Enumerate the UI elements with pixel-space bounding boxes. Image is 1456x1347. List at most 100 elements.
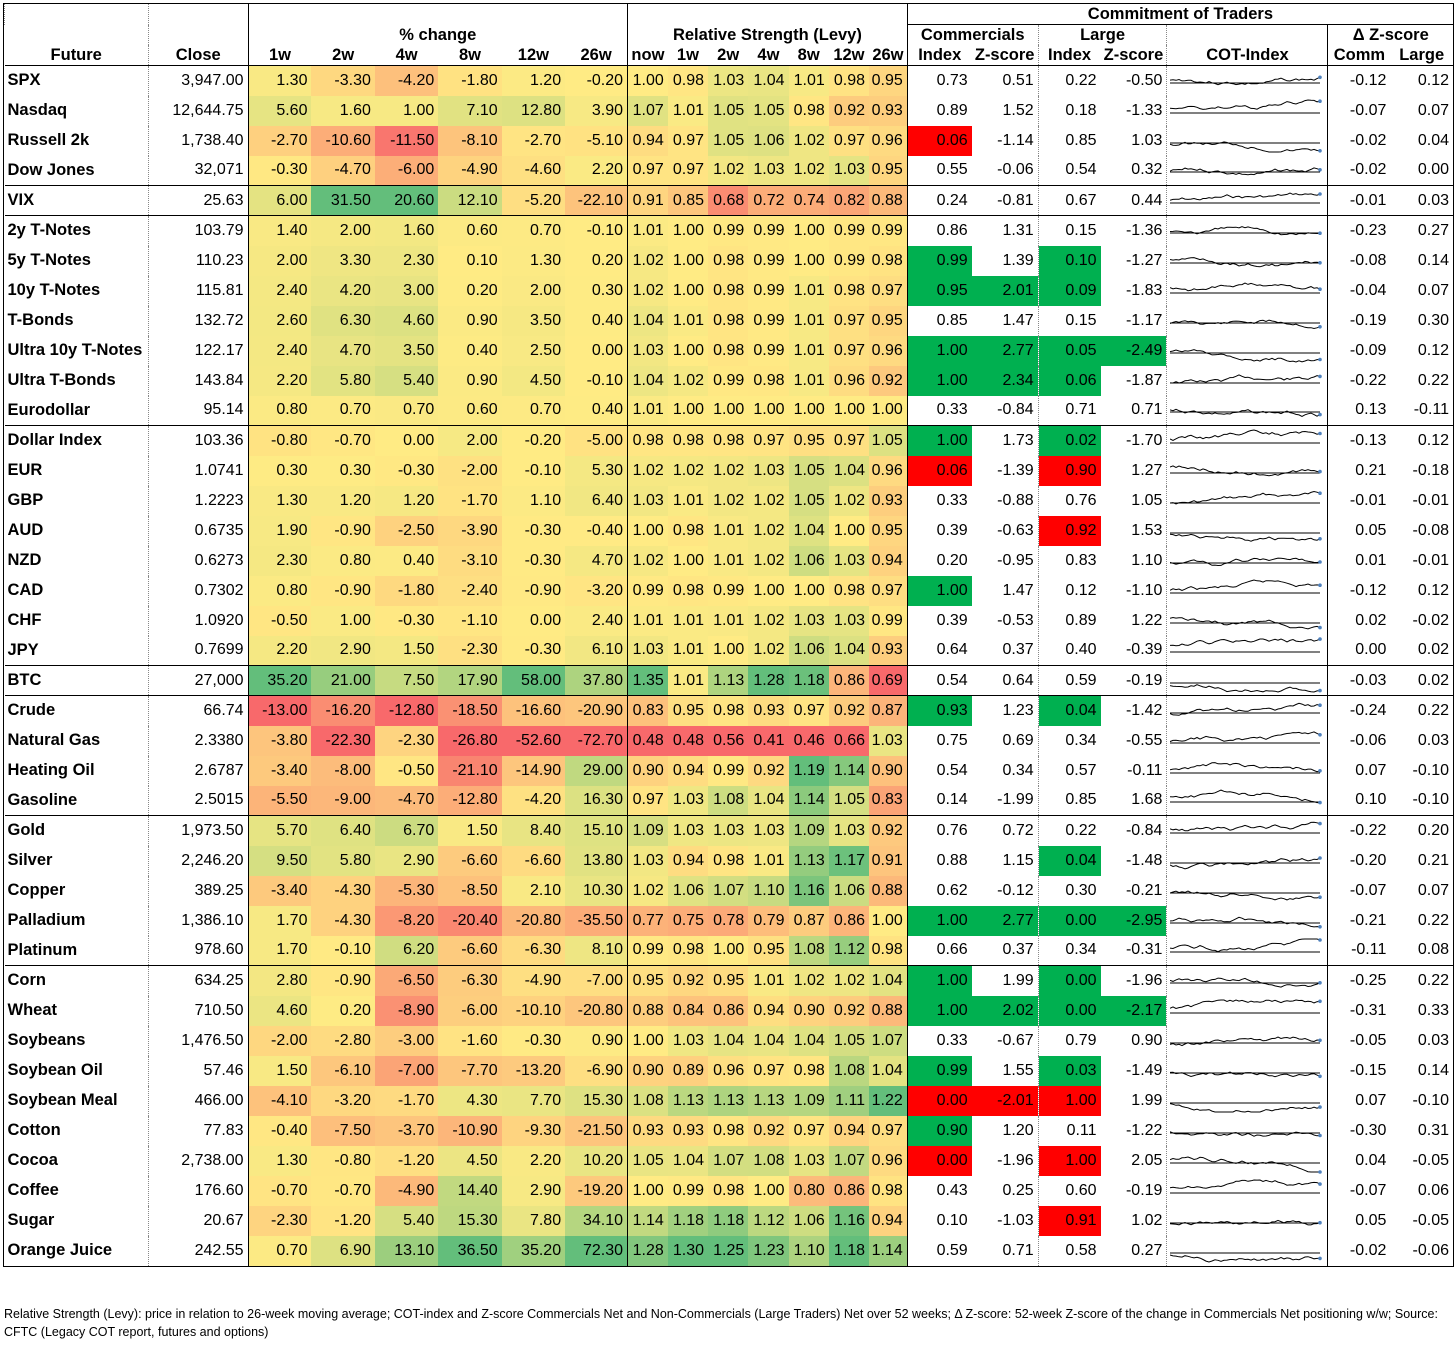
pct-change-4w: -1.80 (374, 575, 439, 606)
pct-change-2w: -3.30 (311, 65, 375, 96)
pct-change-12w: 0.70 (501, 395, 566, 426)
pct-change-1w: -2.70 (247, 125, 312, 156)
close-price: 1,476.50 (147, 1025, 249, 1056)
commercials-index: 0.10 (906, 1205, 972, 1236)
commercials-zscore: 0.34 (1002, 761, 1034, 779)
large-index: 0.04 (1037, 845, 1101, 876)
rel-strength-26w: 1.22 (869, 1085, 908, 1116)
pct-change-8w: 2.00 (438, 425, 502, 456)
close-price: 634.25 (147, 965, 249, 996)
pct-change-26w: 0.40 (565, 305, 628, 336)
cot-sparkline-chart (1170, 408, 1323, 418)
pct-change-12w: 3.50 (501, 305, 566, 336)
rel-strength-26w: 1.14 (869, 1235, 908, 1266)
delta-zscore-large: 0.14 (1417, 1061, 1449, 1079)
rel-strength-26w: 0.99 (869, 215, 908, 246)
future-column-header: Future (50, 46, 102, 64)
large-index: 0.67 (1037, 185, 1101, 216)
rel-strength-1w: 0.93 (667, 1115, 709, 1146)
cot-sparkline-chart (1170, 282, 1323, 293)
large-index: 0.15 (1037, 305, 1101, 336)
pct-change-1w: 1.90 (247, 515, 312, 546)
commercials-index: 1.00 (906, 965, 972, 996)
commercials-index: 1.00 (906, 365, 972, 396)
delta-zscore-large: 0.07 (1417, 101, 1449, 119)
cot-index-sparkline (1166, 425, 1328, 456)
rel-strength-1w: 1.00 (667, 545, 709, 576)
rel-strength-12w: 0.97 (828, 125, 870, 156)
commercials-zscore: 1.15 (1002, 851, 1034, 869)
pct-change-1w: -3.80 (247, 725, 312, 756)
rel-strength-1w: 1.00 (667, 335, 709, 366)
close-price: 0.6273 (147, 545, 249, 576)
rel-strength-2w: 1.07 (708, 875, 749, 906)
pct-change-8w: -1.10 (438, 605, 502, 636)
pct-col-header-2w: 2w (332, 46, 355, 64)
rel-strength-1w: 1.30 (667, 1235, 709, 1266)
delta-zscore-large: 0.31 (1417, 1121, 1449, 1139)
future-name: Sugar (7, 1211, 55, 1229)
rs-col-header-8w: 8w (797, 46, 820, 64)
delta-zscore-comm: -0.01 (1327, 185, 1391, 216)
large-index: 0.22 (1037, 65, 1101, 96)
pct-change-26w: 0.40 (565, 395, 628, 426)
large-index: 0.76 (1037, 485, 1101, 516)
delta-zscore-comm: -0.31 (1327, 995, 1391, 1026)
pct-change-1w: 0.80 (247, 575, 312, 606)
delta-zscore-comm: -0.04 (1327, 275, 1391, 306)
delta-zscore-large: 0.02 (1417, 641, 1449, 659)
rel-strength-26w: 1.07 (869, 1025, 908, 1056)
pct-change-8w: -2.00 (438, 455, 502, 486)
rel-strength-12w: 0.92 (828, 695, 870, 726)
commercials-zscore: 0.51 (1002, 71, 1034, 89)
pct-change-2w: -4.30 (311, 905, 375, 936)
delta-zscore-comm: -0.22 (1327, 365, 1391, 396)
rel-strength-8w: 1.00 (788, 575, 829, 606)
delta-zscore-comm: -0.25 (1327, 965, 1391, 996)
cot-sparkline-chart (1170, 889, 1323, 900)
pct-change-2w: -0.10 (311, 935, 375, 966)
rel-strength-2w: 0.98 (708, 1115, 749, 1146)
sparkline-last-point (1318, 1256, 1323, 1260)
pct-change-4w: -1.70 (374, 1085, 439, 1116)
cot-sparkline-chart (1170, 730, 1323, 743)
close-price: 27,000 (147, 665, 249, 696)
sparkline-series (1170, 1130, 1321, 1137)
rel-strength-4w: 0.98 (748, 365, 789, 396)
delta-zscore-group-header: Δ Z-score (1327, 24, 1453, 45)
future-name: Russell 2k (7, 131, 90, 149)
rel-strength-4w: 0.95 (748, 935, 789, 966)
rel-strength-8w: 1.03 (788, 605, 829, 636)
commercials-zscore: 2.01 (971, 275, 1039, 306)
pct-change-26w: 0.90 (565, 1025, 628, 1056)
sparkline-series (1170, 225, 1321, 235)
rel-strength-2w: 1.13 (708, 665, 749, 696)
rel-strength-4w: 0.92 (748, 1115, 789, 1146)
table-row: Platinum 978.60 1.70 -0.10 6.20 -6.60 -6.30 8.1… (5, 935, 1454, 966)
large-zscore: -0.84 (1100, 815, 1167, 846)
close-price: 466.00 (147, 1085, 249, 1116)
pct-change-12w: -10.10 (501, 995, 566, 1026)
cot-sparkline-chart (1170, 191, 1323, 203)
commercials-index: 0.85 (906, 305, 972, 336)
pct-change-12w: -14.90 (501, 755, 566, 786)
pct-change-8w: -12.80 (438, 785, 502, 816)
rel-strength-now: 1.02 (627, 545, 668, 576)
pct-change-1w: -0.50 (247, 605, 312, 636)
rel-strength-4w: 1.01 (748, 965, 789, 996)
large-zscore: -2.95 (1100, 905, 1167, 936)
sparkline-last-point (1318, 1181, 1323, 1186)
table-row: Orange Juice 242.55 0.70 6.90 13.10 36.50 35.2… (5, 1235, 1454, 1266)
table-row: Natural Gas 2.3380 -3.80 -22.30 -2.30 -26.80-… (5, 725, 1454, 756)
rel-strength-26w: 0.93 (869, 635, 908, 666)
cot-index-sparkline (1166, 155, 1328, 186)
rel-strength-2w: 0.78 (708, 905, 749, 936)
commercials-zscore: 0.71 (1002, 1241, 1034, 1259)
rel-strength-12w: 1.03 (828, 815, 870, 846)
cot-index-sparkline (1166, 1175, 1328, 1206)
cot-index-sparkline (1166, 335, 1328, 366)
close-price: 2,738.00 (147, 1145, 249, 1176)
close-price: 3,947.00 (147, 65, 249, 96)
rel-strength-8w: 1.08 (788, 935, 829, 966)
cot-index-sparkline (1166, 245, 1328, 276)
